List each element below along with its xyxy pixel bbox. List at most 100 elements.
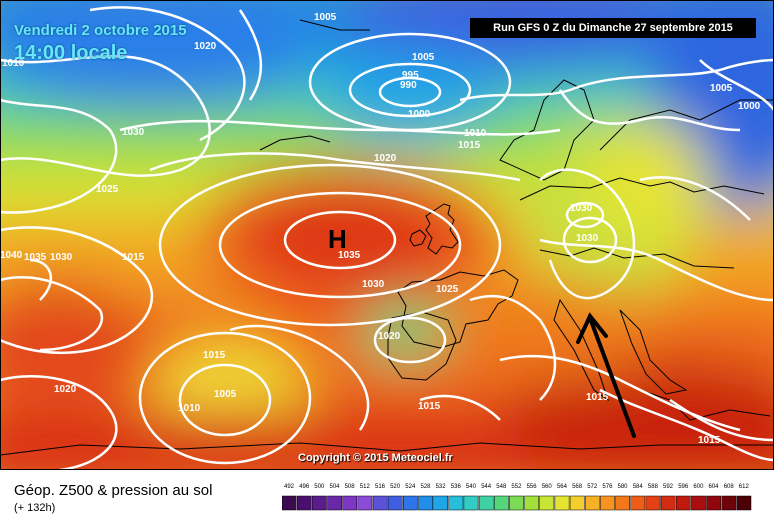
scale-label: 612 [739,484,750,490]
scale-label: 568 [572,484,583,490]
scale-label: 548 [496,484,507,490]
scale-swatch [372,495,388,511]
scale-swatch [327,495,342,511]
isobar-label: 1005 [412,52,435,63]
scale-label: 556 [527,484,538,490]
isobar-label: 1005 [314,12,337,23]
scale-label: 592 [663,484,674,490]
scale-swatch [524,495,540,511]
weather-map: 1005 1005 995 990 1000 1020 1010 1010 10… [0,0,774,470]
isobar-label: 1020 [194,41,217,52]
scale-label: 516 [375,484,386,490]
scale-label: 584 [633,484,644,490]
isobar-label: 1040 [0,250,23,261]
color-scale: 492 496 500 504 508 512 516 520 524 528 532 536 540 5… [282,484,752,511]
isobar-label: 1020 [374,153,397,164]
scale-label: 580 [618,484,629,490]
isobar-label: 1010 [2,58,25,69]
scale-swatch [282,495,297,511]
scale-swatch [494,495,509,511]
scale-label: 552 [511,484,522,490]
scale-label: 596 [678,484,689,490]
isobar-label: 1010 [464,128,487,139]
scale-swatch [615,495,630,511]
scale-label: 600 [693,484,704,490]
scale-swatch [630,495,646,511]
scale-label: 500 [314,484,325,490]
isobar-label: 1015 [203,350,226,361]
scale-swatch [554,495,570,511]
isobar-label: 1035 [338,250,361,261]
scale-swatch [296,495,312,511]
isobar-label: 1015 [458,140,481,151]
isobar-label: 1015 [586,392,609,403]
high-pressure-symbol: H [328,224,347,254]
isobar-label: 1030 [362,279,385,290]
isobar-label: 1010 [178,403,201,414]
scale-label: 512 [360,484,371,490]
scale-label: 528 [421,484,432,490]
isobar-label: 1020 [378,331,401,342]
scale-label: 576 [602,484,613,490]
isobar-label: 1015 [122,252,145,263]
run-banner: Run GFS 0 Z du Dimanche 27 septembre 201… [470,18,756,38]
scale-label: 564 [557,484,568,490]
scale-label: 532 [436,484,447,490]
scale-swatch [721,495,737,511]
scale-swatch [691,495,706,511]
scale-swatch [675,495,691,511]
scale-swatch [645,495,661,511]
legend-title: Géop. Z500 & pression au sol [14,482,213,499]
scale-label: 604 [709,484,720,490]
scale-label: 492 [284,484,295,490]
scale-swatch [569,495,585,511]
legend-subtitle: (+ 132h) [14,502,56,514]
isobar-label: 1030 [50,252,73,263]
scale-swatch [706,495,721,511]
scale-swatch [418,495,433,511]
isobar-label: 1015 [418,401,441,412]
scale-swatch [478,495,494,511]
isobars [0,6,774,470]
scale-swatch [312,495,327,511]
scale-label: 588 [648,484,659,490]
legend-footer: Géop. Z500 & pression au sol (+ 132h) 49… [0,470,774,529]
scale-swatch [433,495,449,511]
isobar-label: 1005 [214,389,237,400]
scale-swatch [736,495,752,511]
scale-swatch [509,495,524,511]
isobar-label: 1030 [570,203,593,214]
isobar-label: 1030 [122,127,145,138]
isobar-label: 1030 [576,233,599,244]
scale-swatch [387,495,403,511]
scale-swatch [463,495,479,511]
scale-swatch [342,495,358,511]
isobar-label: 1035 [24,252,47,263]
scale-swatch [539,495,555,511]
scale-label: 520 [390,484,401,490]
isobar-label: 1000 [408,109,431,120]
scale-swatch [403,495,418,511]
scale-swatch [600,495,615,511]
isobar-label: 1000 [738,101,761,112]
scale-label: 536 [451,484,462,490]
forecast-date: Vendredi 2 octobre 2015 [14,22,187,39]
isobar-label: 1015 [698,435,721,446]
isobar-label: 1020 [54,384,77,395]
scale-label: 544 [481,484,492,490]
isobar-label: 1025 [96,184,119,195]
annotation-arrow-icon [576,312,636,438]
scale-label: 508 [345,484,356,490]
scale-label: 608 [724,484,735,490]
isobar-label: 1025 [436,284,459,295]
scale-label: 540 [466,484,477,490]
scale-label: 572 [587,484,598,490]
scale-swatch [448,495,464,511]
isobar-labels: 1005 1005 995 990 1000 1020 1010 1010 10… [0,12,761,446]
scale-label: 496 [299,484,310,490]
scale-label: 560 [542,484,553,490]
scale-label: 504 [330,484,341,490]
scale-swatch [357,495,373,511]
copyright: Copyright © 2015 Meteociel.fr [298,452,453,464]
scale-swatch [660,495,676,511]
